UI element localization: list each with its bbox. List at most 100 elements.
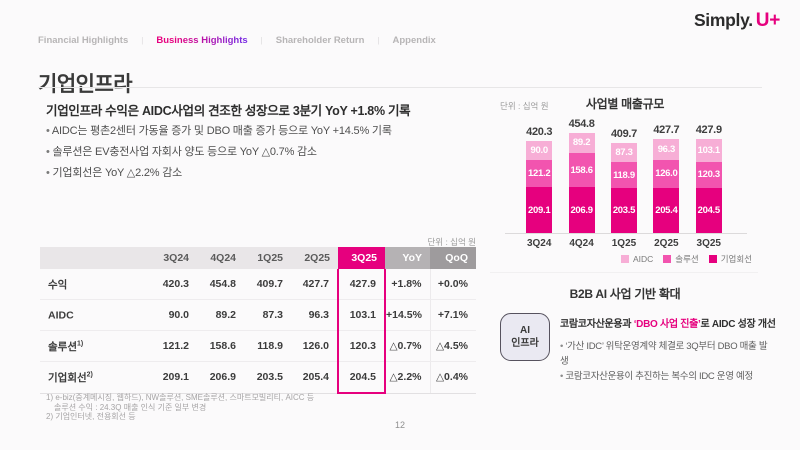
segment-aidc: 87.3 bbox=[610, 142, 637, 163]
revenue-table: 3Q24 4Q24 1Q25 2Q25 3Q25 YoY QoQ 수익 420.… bbox=[40, 247, 476, 394]
table-header-3q24: 3Q24 bbox=[150, 247, 197, 269]
legend-item-enterprise-line: 기업회선 bbox=[708, 253, 752, 265]
stacked-bar-chart: 420.3 90.0 121.2 209.1 454.8 89.2 158.6 … bbox=[518, 108, 730, 233]
cell-qoq: +7.1% bbox=[429, 299, 476, 331]
segment-enterprise-line: 205.4 bbox=[653, 187, 680, 233]
cell-value: 89.2 bbox=[197, 299, 244, 331]
legend-item-aidc: AIDC bbox=[620, 254, 654, 264]
chart-title: 사업별 매출규모 bbox=[585, 97, 665, 111]
b2b-headline-pre: 코람코자산운용과 bbox=[560, 319, 634, 330]
nav-separator: | bbox=[260, 36, 263, 45]
legend-label: 기업회선 bbox=[720, 254, 752, 264]
bar-total-label: 427.9 bbox=[695, 123, 722, 136]
summary-bullet: 솔루션은 EV충전사업 자회사 양도 등으로 YoY △0.7% 감소 bbox=[46, 142, 392, 163]
chart-unit-label: 단위 : 십억 원 bbox=[500, 101, 549, 111]
cell-value: 121.2 bbox=[150, 330, 197, 362]
chart-legend: AIDC 솔루션 기업회선 bbox=[540, 253, 752, 265]
brand-logo: Simply. U+ bbox=[694, 10, 780, 32]
table-header-1q25: 1Q25 bbox=[244, 247, 291, 269]
row-label: 솔루션1) bbox=[40, 330, 150, 362]
b2b-headline-accent: ‘DBO 사업 진출’ bbox=[633, 319, 701, 330]
bar-total-label: 427.7 bbox=[653, 123, 680, 136]
cell-value: 96.3 bbox=[291, 299, 338, 331]
page-number: 12 bbox=[394, 420, 405, 430]
cell-qoq: △4.5% bbox=[429, 330, 476, 362]
segment-enterprise-line: 206.9 bbox=[568, 187, 595, 233]
nav-business-highlights[interactable]: Business Highlights bbox=[156, 35, 248, 46]
nav-financial-highlights[interactable]: Financial Highlights bbox=[38, 35, 129, 46]
table-header-row: 3Q24 4Q24 1Q25 2Q25 3Q25 YoY QoQ bbox=[40, 247, 476, 269]
footnote: 1) e-biz(중계메시징, 웹하드), NW솔루션, SME솔루션, 스마트… bbox=[46, 393, 315, 402]
cell-value: 206.9 bbox=[197, 361, 244, 394]
cell-value-highlight: 120.3 bbox=[337, 330, 386, 362]
chart-x-axis bbox=[505, 233, 747, 234]
table-header-yoy: YoY bbox=[385, 247, 430, 269]
cell-yoy: △2.2% bbox=[384, 361, 430, 394]
ai-badge-line1: AI bbox=[520, 325, 530, 336]
nav-appendix[interactable]: Appendix bbox=[392, 35, 436, 46]
legend-label: 솔루션 bbox=[675, 254, 699, 264]
b2b-section-title: B2B AI 사업 기반 확대 bbox=[569, 287, 681, 301]
nav-shareholder-return[interactable]: Shareholder Return bbox=[275, 35, 365, 46]
cell-value: 420.3 bbox=[150, 269, 197, 300]
cell-yoy: +1.8% bbox=[384, 269, 430, 300]
cell-value: 409.7 bbox=[244, 269, 291, 300]
footnote: 2) 기업인터넷, 전용회선 등 bbox=[46, 412, 136, 421]
segment-solution: 121.2 bbox=[526, 160, 553, 187]
summary-bullet: AIDC는 평촌2센터 가동율 증가 및 DBO 매출 증가 등으로 YoY +… bbox=[46, 121, 392, 142]
bar-3q24: 420.3 90.0 121.2 209.1 bbox=[518, 126, 560, 233]
summary-bullet-list: AIDC는 평촌2센터 가동율 증가 및 DBO 매출 증가 등으로 YoY +… bbox=[46, 121, 392, 184]
cell-value-highlight: 427.9 bbox=[337, 269, 386, 300]
cell-value: 90.0 bbox=[150, 299, 197, 331]
cell-qoq: +0.0% bbox=[429, 269, 476, 300]
category-label: 3Q24 bbox=[526, 238, 552, 249]
cell-qoq: △0.4% bbox=[429, 361, 476, 394]
table-header-qoq: QoQ bbox=[430, 247, 476, 269]
cell-yoy: △0.7% bbox=[384, 330, 430, 362]
segment-solution: 126.0 bbox=[653, 160, 680, 188]
cell-value: 427.7 bbox=[291, 269, 338, 300]
table-unit-label: 단위 : 십억 원 bbox=[427, 237, 476, 247]
category-label: 1Q25 bbox=[611, 238, 637, 249]
cell-value: 203.5 bbox=[244, 361, 291, 394]
segment-aidc: 90.0 bbox=[526, 140, 553, 161]
legend-item-solution: 솔루션 bbox=[663, 253, 699, 265]
row-label: 기업회선2) bbox=[40, 361, 150, 394]
legend-label: AIDC bbox=[632, 254, 654, 264]
b2b-headline-post: 로 AIDC 성장 개선 bbox=[700, 319, 776, 330]
cell-value: 87.3 bbox=[244, 299, 291, 331]
brand-logo-uplus: U+ bbox=[755, 10, 781, 31]
cell-value: 126.0 bbox=[291, 330, 338, 362]
segment-aidc: 89.2 bbox=[568, 132, 595, 153]
segment-enterprise-line: 204.5 bbox=[695, 188, 722, 233]
row-label: AIDC bbox=[40, 299, 150, 331]
ai-badge-line2: 인프라 bbox=[511, 338, 539, 349]
b2b-headline: 코람코자산운용과 ‘DBO 사업 진출’로 AIDC 성장 개선 bbox=[560, 315, 776, 330]
segment-enterprise-line: 203.5 bbox=[610, 188, 637, 233]
summary-bullet: 기업회선은 YoY △2.2% 감소 bbox=[46, 163, 392, 184]
ai-infra-badge: AI 인프라 bbox=[500, 313, 550, 361]
segment-solution: 158.6 bbox=[568, 152, 595, 188]
segment-enterprise-line: 209.1 bbox=[526, 187, 553, 233]
chart-category-labels: 3Q24 4Q24 1Q25 2Q25 3Q25 bbox=[518, 238, 730, 249]
table-header-blank bbox=[40, 247, 150, 269]
table-footnotes: 1) e-biz(중계메시징, 웹하드), NW솔루션, SME솔루션, 스마트… bbox=[46, 393, 314, 422]
segment-solution: 120.3 bbox=[695, 161, 722, 189]
segment-aidc: 96.3 bbox=[653, 138, 680, 161]
cell-yoy: +14.5% bbox=[384, 299, 430, 331]
table-header-3q25-highlight: 3Q25 bbox=[338, 247, 385, 269]
bar-1q25: 409.7 87.3 118.9 203.5 bbox=[603, 128, 645, 233]
cell-value-highlight: 103.1 bbox=[337, 299, 386, 331]
bar-3q25: 427.9 103.1 120.3 204.5 bbox=[688, 124, 730, 233]
table-row-aidc: AIDC 90.0 89.2 87.3 96.3 103.1 +14.5% +7… bbox=[40, 299, 476, 331]
b2b-content: 코람코자산운용과 ‘DBO 사업 진출’로 AIDC 성장 개선 ‘가산 IDC… bbox=[560, 315, 776, 384]
category-label: 3Q25 bbox=[696, 238, 721, 249]
cell-value: 158.6 bbox=[197, 330, 244, 362]
table-header-4q24: 4Q24 bbox=[197, 247, 244, 269]
bar-4q24: 454.8 89.2 158.6 206.9 bbox=[560, 118, 602, 233]
title-divider bbox=[38, 87, 762, 88]
page-title: 기업인프라 bbox=[38, 73, 133, 97]
cell-value: 209.1 bbox=[150, 361, 197, 394]
bar-total-label: 420.3 bbox=[526, 125, 553, 138]
category-label: 4Q24 bbox=[569, 238, 594, 249]
